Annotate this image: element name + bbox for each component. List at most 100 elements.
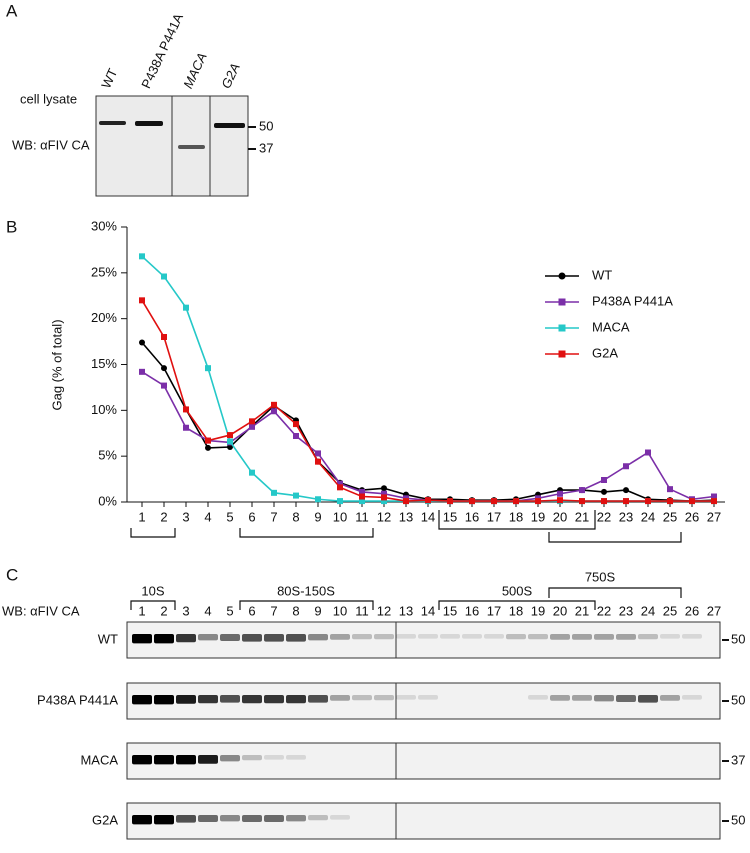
antibody-label: WB: αFIV CA bbox=[12, 137, 90, 152]
band bbox=[396, 634, 416, 639]
band bbox=[374, 695, 394, 701]
band bbox=[330, 695, 350, 701]
point bbox=[645, 498, 651, 505]
point bbox=[315, 496, 321, 503]
band bbox=[396, 695, 416, 700]
point bbox=[557, 490, 563, 497]
band bbox=[308, 815, 328, 821]
point bbox=[601, 477, 607, 483]
legend-marker bbox=[558, 272, 566, 280]
point bbox=[139, 297, 145, 304]
group-label: 750S bbox=[585, 569, 616, 584]
fraction-label: 9 bbox=[314, 603, 321, 618]
point bbox=[491, 498, 497, 505]
marker-label: 37 bbox=[259, 140, 273, 155]
band bbox=[135, 121, 163, 126]
point bbox=[381, 490, 387, 497]
fraction-label: 16 bbox=[465, 603, 479, 618]
bracket bbox=[438, 600, 596, 610]
point bbox=[447, 498, 453, 505]
band bbox=[154, 755, 174, 765]
x-tick-label: 10 bbox=[333, 509, 347, 524]
fraction-label: 3 bbox=[182, 603, 189, 618]
fraction-label: 10 bbox=[333, 603, 347, 618]
point bbox=[601, 498, 607, 505]
y-tick-label: 15% bbox=[91, 356, 117, 371]
point bbox=[623, 487, 629, 494]
band bbox=[484, 634, 504, 639]
x-tick-label: 3 bbox=[182, 509, 189, 524]
band bbox=[198, 634, 218, 641]
fraction-label: 23 bbox=[619, 603, 633, 618]
point bbox=[623, 463, 629, 470]
band bbox=[264, 815, 284, 822]
band bbox=[330, 634, 350, 640]
point bbox=[689, 498, 695, 505]
point bbox=[601, 488, 607, 495]
row-label: G2A bbox=[92, 812, 118, 827]
x-tick-label: 19 bbox=[531, 509, 545, 524]
x-tick-label: 8 bbox=[292, 509, 299, 524]
bracket bbox=[438, 510, 596, 530]
bracket bbox=[130, 600, 176, 610]
group-label: 10S bbox=[141, 583, 164, 598]
band bbox=[242, 695, 262, 704]
x-tick-label: 17 bbox=[487, 509, 501, 524]
x-tick-label: 2 bbox=[160, 509, 167, 524]
point bbox=[293, 421, 299, 428]
band bbox=[594, 695, 614, 702]
band bbox=[682, 634, 702, 639]
bracket bbox=[239, 528, 374, 538]
band bbox=[154, 695, 174, 705]
band bbox=[660, 695, 680, 701]
band bbox=[242, 755, 262, 761]
fraction-label: 22 bbox=[597, 603, 611, 618]
x-tick-label: 14 bbox=[421, 509, 435, 524]
marker-label: 50 bbox=[731, 812, 745, 827]
fraction-label: 27 bbox=[707, 603, 721, 618]
point bbox=[183, 424, 189, 431]
bracket bbox=[548, 532, 682, 543]
band bbox=[572, 634, 592, 640]
legend-label: P438A P441A bbox=[592, 293, 673, 308]
fraction-label: 4 bbox=[204, 603, 211, 618]
band bbox=[418, 695, 438, 700]
band bbox=[176, 634, 196, 643]
point bbox=[315, 450, 321, 457]
band bbox=[198, 755, 218, 764]
band bbox=[352, 695, 372, 701]
x-tick-label: 1 bbox=[138, 509, 145, 524]
x-tick-label: 5 bbox=[226, 509, 233, 524]
lane-label: G2A bbox=[218, 61, 243, 91]
point bbox=[293, 492, 299, 499]
band bbox=[264, 695, 284, 704]
antibody-label: WB: αFIV CA bbox=[2, 603, 80, 618]
blots: WT 50 P438A P441A 50 MACA 37 G2A 50 bbox=[37, 621, 745, 840]
band bbox=[616, 695, 636, 702]
band bbox=[220, 815, 240, 822]
fraction-label: 13 bbox=[399, 603, 413, 618]
fraction-label: 5 bbox=[226, 603, 233, 618]
point bbox=[161, 365, 167, 372]
band bbox=[220, 695, 240, 703]
x-tick-label: 13 bbox=[399, 509, 413, 524]
band bbox=[506, 634, 526, 640]
fraction-label: 11 bbox=[355, 603, 369, 618]
y-tick-label: 30% bbox=[91, 218, 117, 233]
y-tick-label: 20% bbox=[91, 310, 117, 325]
point bbox=[227, 438, 233, 445]
x-tick-label: 16 bbox=[465, 509, 479, 524]
x-tick-label: 9 bbox=[314, 509, 321, 524]
band bbox=[178, 145, 205, 149]
point bbox=[337, 498, 343, 505]
y-tick-label: 5% bbox=[98, 448, 117, 463]
row-label: P438A P441A bbox=[37, 692, 118, 707]
band bbox=[616, 634, 636, 640]
x-tick-label: 22 bbox=[597, 509, 611, 524]
band bbox=[286, 815, 306, 822]
fraction-label: 26 bbox=[685, 603, 699, 618]
band bbox=[308, 634, 328, 641]
band bbox=[440, 634, 460, 639]
